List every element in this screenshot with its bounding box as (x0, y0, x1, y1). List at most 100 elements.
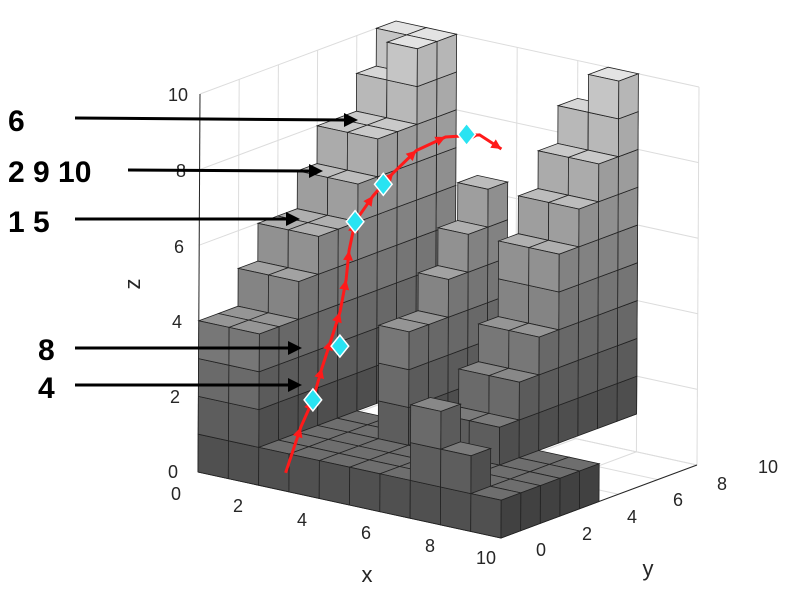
voxel-cube (427, 354, 449, 401)
voxel-cube (356, 365, 378, 412)
x-tick-label: 6 (361, 523, 371, 543)
voxel-cube (487, 367, 541, 421)
voxel-cube (436, 220, 490, 273)
voxel-cube (469, 485, 523, 539)
waypoint-marker (373, 172, 394, 197)
voxel-cube (228, 401, 280, 448)
voxel-front-face (587, 111, 620, 158)
voxel-side-face (356, 251, 378, 299)
voxel-cube (547, 194, 601, 248)
voxel-cube (409, 397, 463, 450)
voxel-side-face (518, 412, 540, 459)
voxel-side-face (427, 354, 449, 401)
voxel-cube (409, 442, 442, 488)
voxel-side-face (558, 246, 580, 293)
voxel-front-face (197, 395, 230, 442)
voxel-cube (596, 382, 618, 430)
voxel-side-face (416, 78, 438, 125)
voxel-front-face (477, 323, 510, 369)
voxel-side-face (377, 131, 398, 178)
voxel-side-face (435, 109, 457, 156)
x-tick-label: 8 (425, 536, 435, 556)
annotation-label: 4 (38, 372, 55, 405)
voxel-side-face (416, 154, 437, 201)
voxel-front-face (355, 72, 388, 119)
z-axis-label: z (120, 279, 145, 290)
voxel-front-face (457, 182, 489, 228)
path-arrow (292, 427, 303, 439)
voxel-side-face (578, 463, 600, 510)
annotation-arrows (74, 113, 358, 392)
voxel-front-face (237, 267, 269, 314)
annotation-arrow-head (288, 378, 302, 392)
z-tick-label: 6 (174, 237, 184, 257)
voxel-side-face (618, 73, 639, 120)
voxel-cube (617, 186, 639, 233)
voxel-side-face (258, 401, 280, 448)
voxel-cube (346, 124, 399, 178)
annotation-arrow-head (288, 341, 302, 355)
waypoint-marker (456, 122, 477, 147)
voxel-cube (577, 276, 599, 324)
voxel-cube (416, 154, 437, 201)
voxel-cube (456, 174, 510, 228)
voxel-cube (587, 111, 639, 158)
voxel-front-face (497, 278, 530, 324)
annotation-label: 8 (38, 334, 55, 367)
voxel-side-face (577, 314, 599, 361)
voxel-cube (396, 237, 417, 284)
voxel-side-face (616, 300, 638, 347)
voxel-cube (376, 206, 398, 253)
voxel-side-face (408, 324, 430, 371)
x-tick-label: 0 (171, 484, 181, 504)
voxel-side-face (447, 271, 469, 318)
voxel-front-face (409, 442, 442, 488)
voxel-cube (587, 66, 640, 120)
voxel-cube (467, 264, 489, 311)
voxel-front-face (470, 493, 502, 539)
voxel-cube (557, 397, 579, 444)
waypoint-markers (303, 122, 477, 413)
annotation-arrow-head (309, 164, 323, 178)
voxel-front-face (517, 195, 550, 241)
voxel-side-face (396, 237, 417, 284)
voxel-cube (317, 266, 339, 313)
voxel-front-face (228, 326, 260, 373)
voxel-side-face (356, 365, 378, 412)
voxel-front-face (488, 375, 520, 421)
voxel-cube (286, 222, 340, 275)
voxel-cube (616, 337, 638, 385)
voxel-cube (436, 71, 457, 118)
voxel-cube (616, 375, 638, 422)
voxel-cube (377, 317, 431, 371)
voxel-cube (435, 147, 457, 194)
voxel-front-face (318, 460, 351, 506)
voxel-front-face (439, 486, 472, 532)
voxel-cube (227, 440, 260, 486)
voxel-side-face (577, 390, 599, 437)
voxel-front-face (228, 402, 260, 448)
voxel-cube (597, 345, 618, 392)
voxel-side-face (500, 492, 522, 539)
voxel-front-face (410, 404, 442, 450)
z-tick-label: 0 (168, 462, 178, 482)
voxel-side-face (396, 161, 418, 208)
voxel-side-face (539, 477, 561, 524)
voxel-front-face (587, 74, 620, 120)
voxel-cube (508, 471, 562, 524)
voxel-side-face (467, 264, 489, 311)
grid-line (696, 86, 700, 466)
voxel-side-face (518, 374, 540, 421)
voxel-front-face (377, 362, 410, 408)
voxel-side-face (415, 192, 437, 239)
voxel-cube (257, 439, 311, 493)
voxel-front-face (548, 202, 580, 248)
voxel-cube (577, 352, 599, 399)
voxel-cube (287, 446, 341, 499)
voxel-cube (617, 224, 639, 271)
voxel-front-face (537, 150, 569, 196)
voxel-side-face (597, 269, 619, 316)
voxel-side-face (440, 403, 462, 450)
voxel-side-face (596, 382, 618, 430)
path-arrow (405, 150, 417, 161)
